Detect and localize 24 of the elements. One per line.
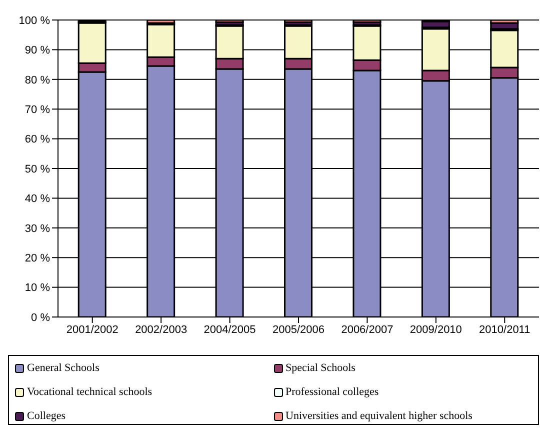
x-tick-label: 2002/2003 [135, 324, 188, 336]
y-tick-label: 30 % [24, 222, 50, 235]
y-tick-label: 70 % [24, 104, 50, 116]
x-tick-label: 2009/2010 [410, 324, 462, 336]
legend-label: Universities and equivalent higher schools [286, 410, 472, 422]
y-tick-label: 100 % [18, 14, 50, 27]
x-tick-label: 2004/2005 [204, 324, 256, 336]
y-tick-label: 0 % [31, 312, 50, 324]
x-tick-label: 2006/2007 [341, 324, 394, 336]
y-tick-label: 50 % [24, 163, 50, 176]
y-tick-label: 80 % [24, 74, 50, 86]
y-tick-label: 40 % [24, 193, 50, 206]
legend-label: Professional colleges [286, 386, 379, 398]
legend-label: Special Schools [286, 362, 356, 374]
legend-label: Vocational technical schools [27, 386, 152, 398]
y-tick-label: 60 % [24, 134, 50, 146]
y-tick-label: 90 % [24, 44, 50, 57]
y-tick-label: 10 % [24, 282, 50, 294]
legend-label: General Schools [27, 362, 100, 374]
legend-label: Colleges [27, 410, 66, 422]
x-tick-label: 2001/2002 [66, 324, 118, 336]
y-tick-label: 20 % [24, 252, 50, 265]
x-tick-label: 2010/2011 [479, 324, 530, 336]
x-tick-label: 2005/2006 [272, 324, 324, 336]
